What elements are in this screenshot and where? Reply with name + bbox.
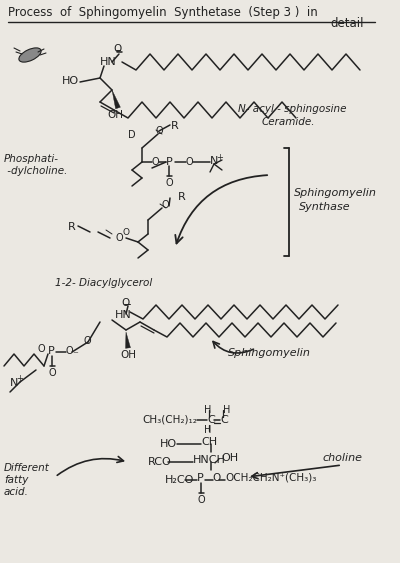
Text: O: O	[162, 200, 170, 210]
Text: acid.: acid.	[4, 487, 29, 497]
FancyArrowPatch shape	[57, 457, 124, 475]
Text: R: R	[178, 192, 186, 202]
Text: Sphingomyelin: Sphingomyelin	[228, 348, 311, 358]
Text: O: O	[212, 473, 220, 483]
FancyArrowPatch shape	[252, 466, 339, 479]
Text: -dylcholine.: -dylcholine.	[4, 166, 67, 176]
Text: fatty: fatty	[4, 475, 28, 485]
Text: OH: OH	[120, 350, 136, 360]
Text: P: P	[197, 473, 204, 483]
Text: ⁻: ⁻	[72, 350, 78, 360]
Text: Process  of  Sphingomyelin  Synthetase  (Step 3 )  in: Process of Sphingomyelin Synthetase (Ste…	[8, 6, 318, 19]
Text: HNCH: HNCH	[193, 455, 226, 465]
FancyArrowPatch shape	[175, 175, 267, 243]
Text: Phosphati-: Phosphati-	[4, 154, 59, 164]
Text: O: O	[186, 157, 194, 167]
Text: HN: HN	[100, 57, 117, 67]
Text: R: R	[68, 222, 76, 232]
Text: +: +	[216, 153, 223, 162]
Text: RCO: RCO	[148, 457, 172, 467]
Polygon shape	[126, 332, 130, 348]
Text: O: O	[165, 178, 173, 188]
Text: C: C	[220, 415, 228, 425]
Text: R: R	[171, 121, 179, 131]
Text: P: P	[48, 346, 55, 356]
Text: OCH₂CH₂N⁺(CH₃)₃: OCH₂CH₂N⁺(CH₃)₃	[225, 472, 316, 482]
Text: P: P	[166, 157, 173, 167]
Text: O: O	[156, 126, 164, 136]
Text: HO: HO	[62, 76, 79, 86]
Text: D: D	[128, 130, 136, 140]
Text: OH: OH	[107, 110, 123, 120]
Polygon shape	[112, 90, 120, 109]
Text: choline: choline	[322, 453, 362, 463]
Text: Sphingomyelin: Sphingomyelin	[294, 188, 377, 198]
Text: Synthase: Synthase	[299, 202, 351, 212]
Text: N- acyl - sphingosine: N- acyl - sphingosine	[238, 104, 346, 114]
Text: O: O	[48, 368, 56, 378]
Text: H: H	[223, 405, 230, 415]
Text: O: O	[116, 233, 124, 243]
Text: O: O	[122, 298, 130, 308]
Text: O: O	[152, 157, 160, 167]
Text: H: H	[204, 405, 211, 415]
Text: O: O	[113, 44, 121, 54]
Text: O: O	[122, 228, 130, 237]
Text: detail: detail	[330, 17, 364, 30]
Text: HO: HO	[160, 439, 177, 449]
Text: CH₃(CH₂)₁₂: CH₃(CH₂)₁₂	[142, 415, 197, 425]
Text: H₂CO: H₂CO	[165, 475, 194, 485]
Ellipse shape	[19, 48, 41, 62]
Text: C: C	[207, 415, 215, 425]
Text: O: O	[197, 495, 205, 505]
Text: O: O	[84, 336, 92, 346]
Text: OH: OH	[221, 453, 238, 463]
Text: Ceramide.: Ceramide.	[262, 117, 316, 127]
Text: O: O	[38, 344, 46, 354]
Text: +: +	[16, 374, 23, 383]
Text: 1-2- Diacylglycerol: 1-2- Diacylglycerol	[55, 278, 152, 288]
FancyArrowPatch shape	[213, 342, 254, 353]
Text: O: O	[66, 346, 74, 356]
Text: H: H	[204, 425, 211, 435]
Text: Different: Different	[4, 463, 50, 473]
Text: N: N	[10, 378, 18, 388]
Text: HN: HN	[115, 310, 132, 320]
Text: N: N	[210, 156, 218, 166]
Text: CH: CH	[201, 437, 217, 447]
